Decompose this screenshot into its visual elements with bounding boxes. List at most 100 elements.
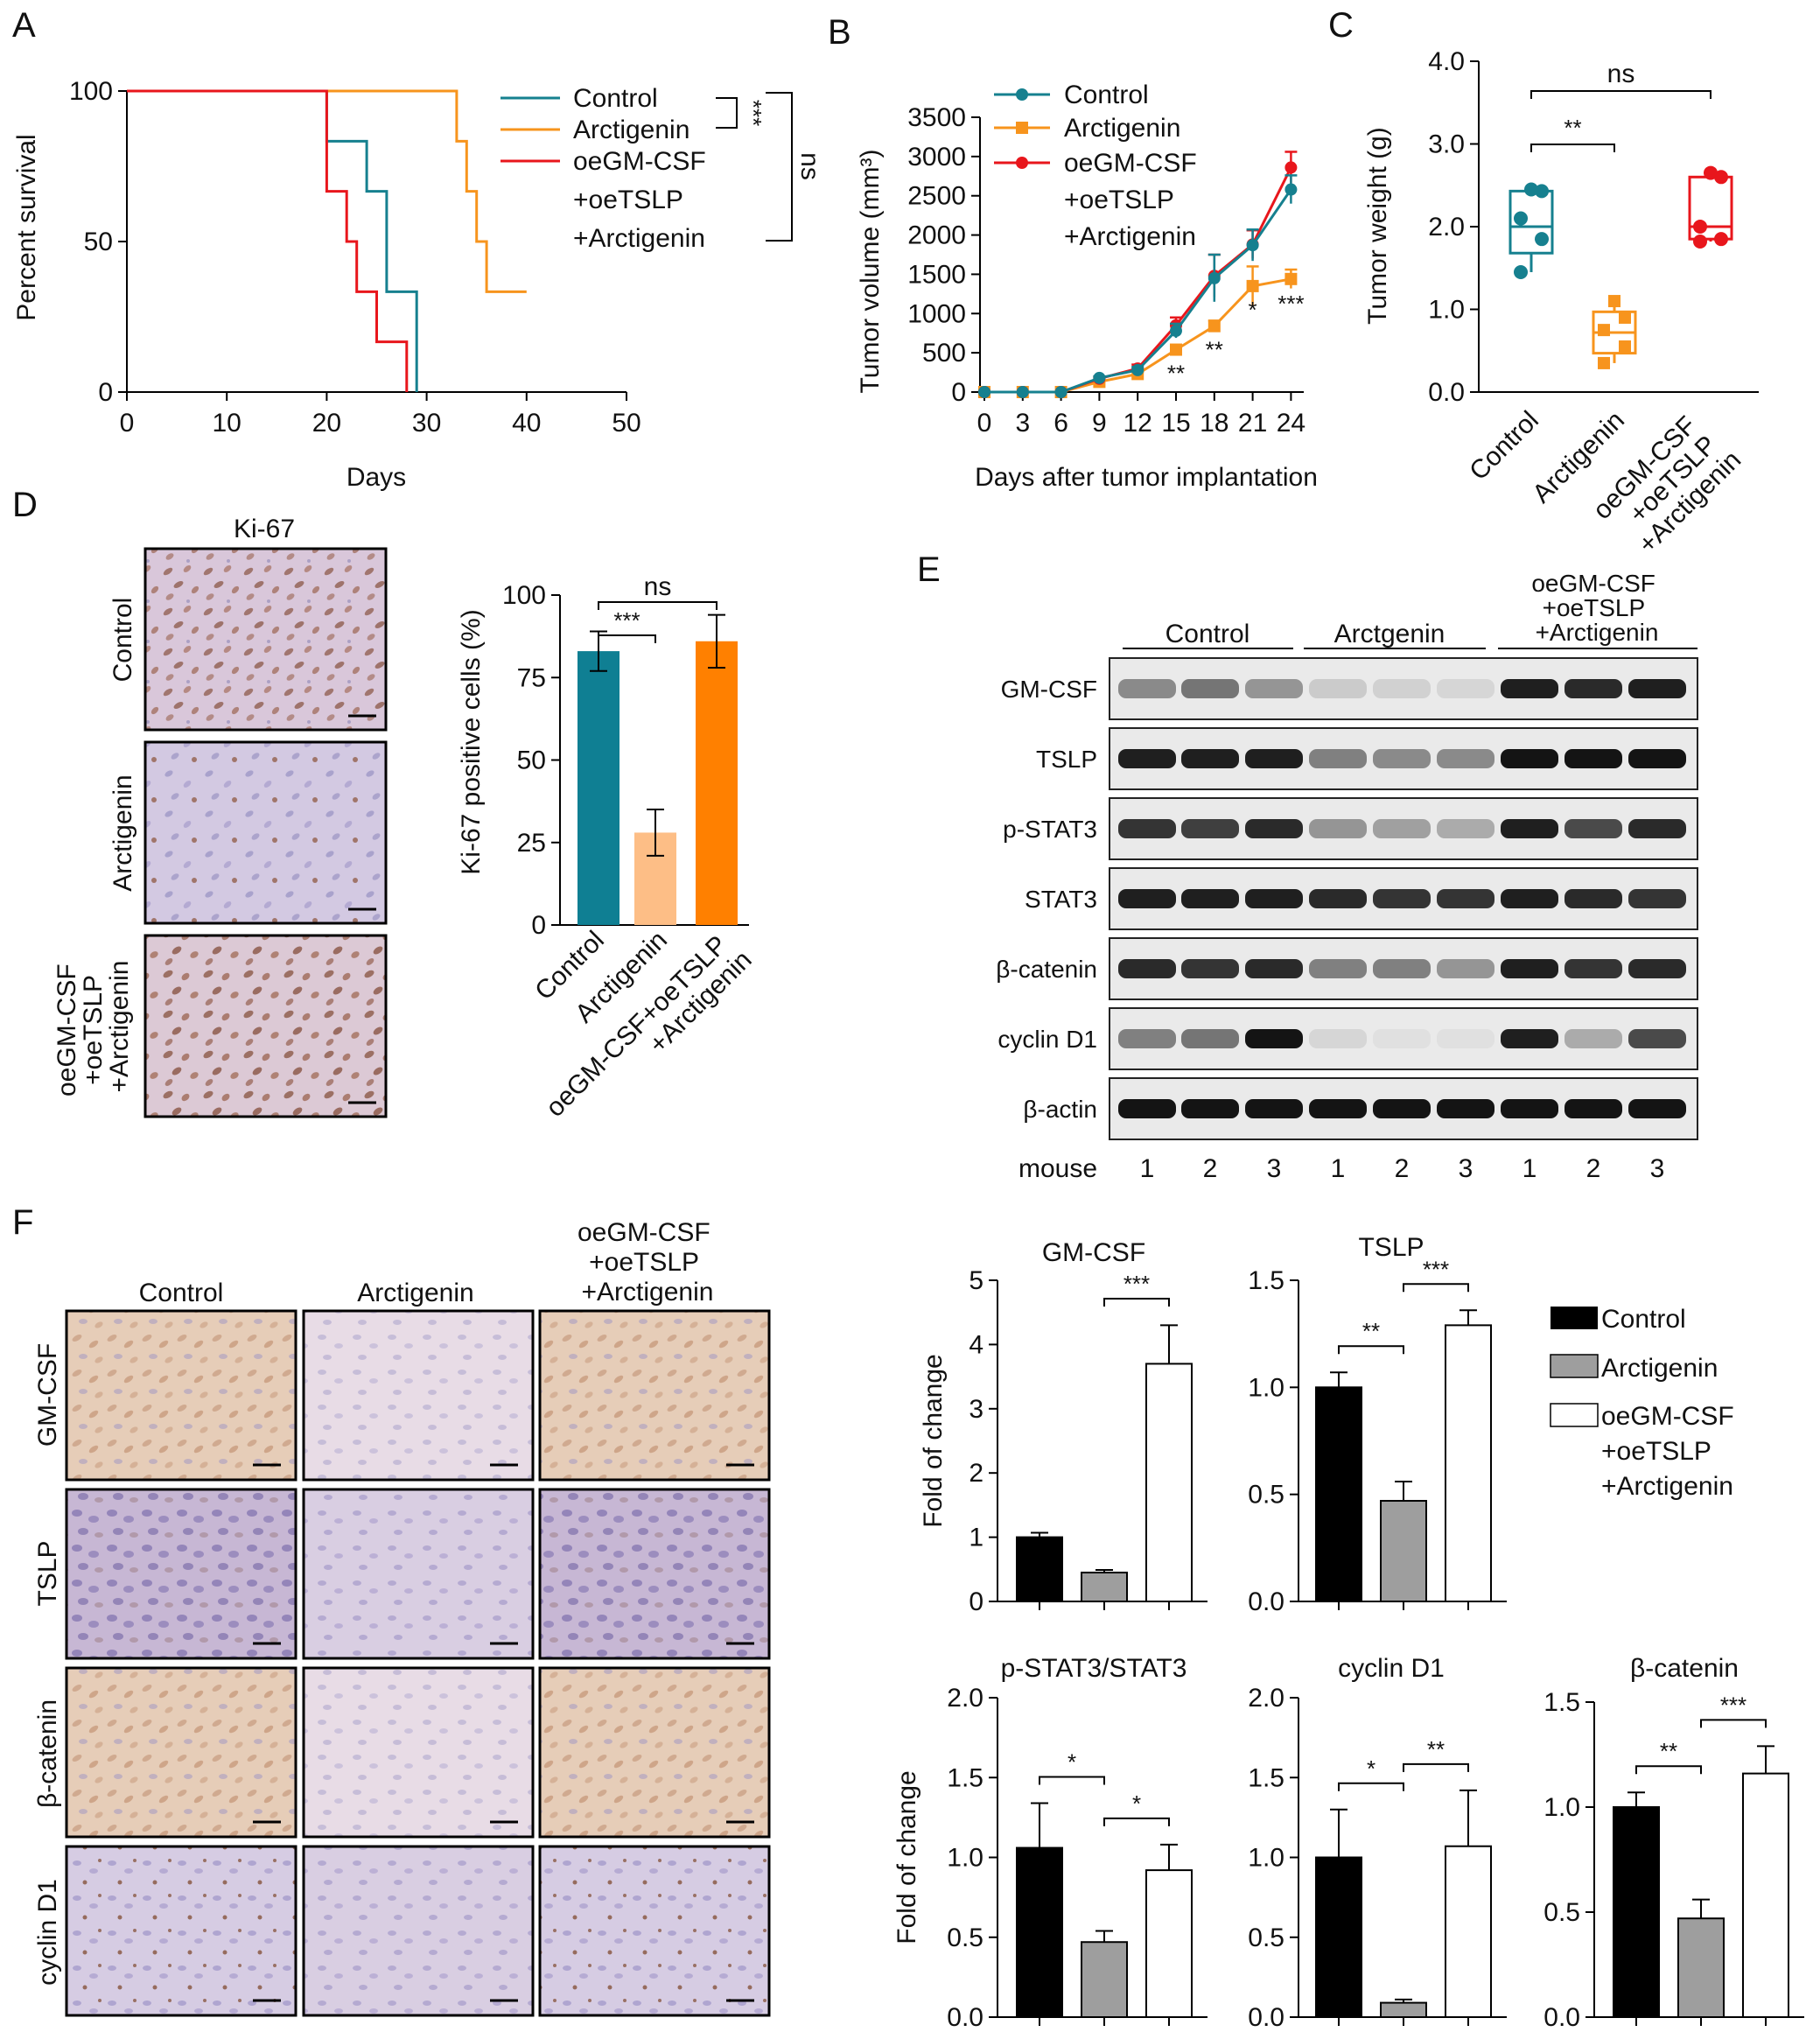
panel-c-bracket-label: ** bbox=[1564, 115, 1581, 141]
panel-d-row-oe: oeGM-CSF +oeTSLP +Arctigenin bbox=[52, 956, 134, 1097]
panel-b-xtick-label: 9 bbox=[1092, 409, 1107, 438]
panel-b-xtick-label: 0 bbox=[977, 409, 992, 438]
blot-band bbox=[1245, 819, 1303, 838]
survival-curve-arctigenin bbox=[127, 89, 527, 293]
panel-e-group-arctigenin: Arctgenin bbox=[1334, 620, 1446, 648]
blot-band bbox=[1437, 819, 1494, 838]
panel-b-xlabel: Days after tumor implantation bbox=[975, 463, 1318, 492]
box-point-control bbox=[1535, 184, 1549, 199]
box-point-control bbox=[1514, 264, 1528, 279]
blot-band bbox=[1181, 679, 1239, 698]
blot-band bbox=[1245, 1099, 1303, 1118]
blot-band bbox=[1118, 959, 1176, 978]
quant-chart-ytick-label: 0.5 bbox=[1544, 1898, 1580, 1927]
quant-chart-ytick-label: 1.0 bbox=[947, 1844, 984, 1873]
blot-band bbox=[1501, 1099, 1558, 1118]
box-point-arctigenin bbox=[1598, 356, 1610, 369]
panel-e-blot-rows: GM-CSF TSLP p-STAT3 STAT3 β-catenin cyclin D1… bbox=[996, 657, 1698, 1140]
panel-letter-c: C bbox=[1328, 6, 1354, 45]
quant-chart-ytick-label: 1.0 bbox=[1248, 1373, 1284, 1402]
blot-band bbox=[1437, 889, 1494, 908]
panel-a-ytick-label: 0 bbox=[98, 378, 113, 407]
panel-b-xtick-label: 6 bbox=[1054, 409, 1068, 438]
panel-b-xtick-label: 18 bbox=[1200, 409, 1228, 438]
quant-chart-ytick-label: 1.5 bbox=[947, 1763, 984, 1792]
volume-point-control bbox=[1093, 371, 1106, 384]
legend-b-label-oe: oeGM-CSF +oeTSLP +Arctigenin bbox=[1064, 149, 1204, 251]
panel-f-row-cyclind1: cyclin D1 bbox=[33, 1879, 62, 1986]
blot-row-label: β-actin bbox=[1023, 1096, 1097, 1123]
box-point-oe bbox=[1714, 170, 1728, 185]
blot-row-label: cyclin D1 bbox=[998, 1026, 1097, 1053]
panel-f-legend-control: Control bbox=[1601, 1305, 1686, 1334]
panel-c-ticks: 0.0 1.0 2.0 3.0 4.0 bbox=[1428, 47, 1479, 407]
quant-chart-ytick-label: 0.0 bbox=[947, 2003, 984, 2032]
panel-d-ytick-label: 0 bbox=[531, 911, 546, 940]
quant-chart-title: GM-CSF bbox=[1042, 1238, 1145, 1267]
blot-band bbox=[1373, 1029, 1431, 1048]
panel-b-significance: *** bbox=[1278, 291, 1304, 317]
blot-band bbox=[1373, 819, 1431, 838]
quant-chart-ytick-label: 1.0 bbox=[1248, 1844, 1284, 1873]
blot-band bbox=[1501, 959, 1558, 978]
ihc-image bbox=[65, 1666, 298, 1839]
blot-band bbox=[1245, 1029, 1303, 1048]
panel-d-bracket bbox=[598, 601, 718, 610]
panel-d-row-oe-line2: +oeTSLP bbox=[79, 975, 108, 1084]
blot-band bbox=[1564, 1029, 1622, 1048]
legend-oe-line2: +oeTSLP bbox=[573, 186, 682, 214]
blot-band bbox=[1181, 819, 1239, 838]
blot-row-label: STAT3 bbox=[1025, 886, 1097, 913]
panel-a-xtick-label: 40 bbox=[512, 409, 541, 438]
panel-a-ylabel: Percent survival bbox=[12, 134, 41, 320]
quant-bracket-label: * bbox=[1068, 1748, 1076, 1775]
panel-b-ytick-label: 2000 bbox=[907, 221, 966, 250]
quant-bracket bbox=[1635, 1765, 1702, 1775]
quant-bracket bbox=[1039, 1776, 1105, 1785]
quant-bar-arctigenin bbox=[1380, 1500, 1427, 1603]
box-point-control bbox=[1514, 211, 1528, 226]
ihc-image bbox=[65, 1488, 298, 1660]
blot-band bbox=[1437, 1099, 1494, 1118]
panel-f-col-control: Control bbox=[139, 1279, 224, 1307]
blot-band bbox=[1437, 749, 1494, 768]
volume-line-control bbox=[984, 188, 1292, 394]
quant-chart-ytick-label: 4 bbox=[969, 1330, 984, 1359]
blot-band bbox=[1501, 889, 1558, 908]
quant-bar-control bbox=[1016, 1846, 1063, 2019]
blot-band bbox=[1309, 1099, 1367, 1118]
quant-bar-oe bbox=[1445, 1845, 1492, 2019]
panel-b-ytick-label: 0 bbox=[951, 378, 966, 407]
ihc-image bbox=[302, 1666, 535, 1839]
panel-c-ytick-label: 2.0 bbox=[1428, 213, 1465, 242]
quant-bracket-label: *** bbox=[1720, 1692, 1746, 1718]
quant-bracket-label: *** bbox=[1423, 1256, 1449, 1282]
blot-row-label: p-STAT3 bbox=[1003, 816, 1097, 843]
quant-chart-ytick-label: 1.5 bbox=[1544, 1688, 1580, 1717]
blot-band bbox=[1564, 1099, 1622, 1118]
panel-c-ytick-label: 1.0 bbox=[1428, 296, 1465, 325]
panel-d-ylabel: Ki-67 positive cells (%) bbox=[457, 609, 486, 874]
ihc-image bbox=[538, 1309, 771, 1482]
blot-band bbox=[1501, 1029, 1558, 1048]
blot-band bbox=[1373, 679, 1431, 698]
panel-c-bracket bbox=[1530, 90, 1712, 99]
quant-bracket bbox=[1403, 1762, 1469, 1772]
ihc-image bbox=[302, 1845, 535, 2017]
blot-band bbox=[1628, 749, 1686, 768]
quant-bracket-label: ** bbox=[1660, 1738, 1677, 1764]
blot-band bbox=[1118, 889, 1176, 908]
legend-b-label-arctigenin: Arctigenin bbox=[1064, 114, 1180, 143]
quant-bracket-label: * bbox=[1367, 1755, 1376, 1782]
quant-chart-title: TSLP bbox=[1358, 1233, 1424, 1262]
blot-band bbox=[1181, 1029, 1239, 1048]
blot-band bbox=[1628, 679, 1686, 698]
quant-bracket-label: ** bbox=[1427, 1736, 1445, 1762]
panel-c-cat-control: Control bbox=[1464, 406, 1544, 487]
quant-bar-oe bbox=[1145, 1363, 1193, 1603]
ihc-image bbox=[538, 1488, 771, 1660]
blot-band bbox=[1437, 679, 1494, 698]
panel-a-xtick-label: 50 bbox=[612, 409, 640, 438]
blot-band bbox=[1118, 819, 1176, 838]
blot-band bbox=[1564, 749, 1622, 768]
